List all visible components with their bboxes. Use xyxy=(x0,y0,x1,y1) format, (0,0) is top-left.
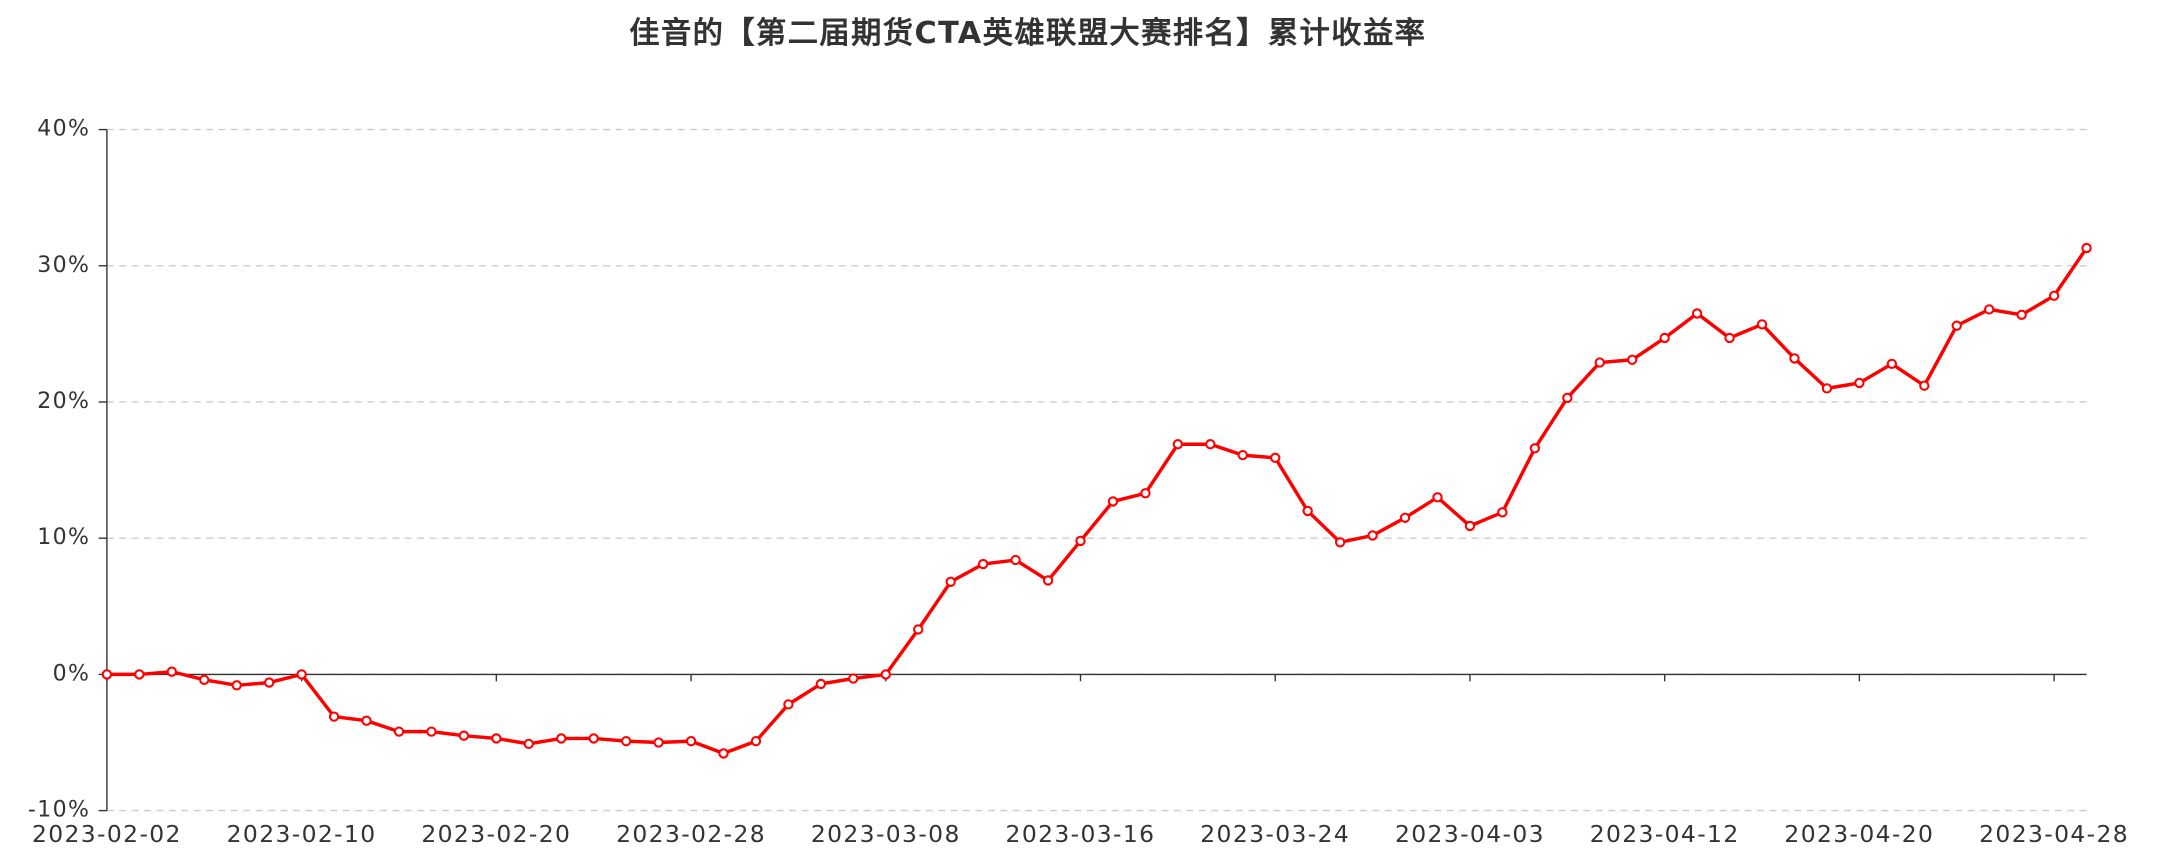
point xyxy=(1691,308,1703,319)
point xyxy=(913,624,924,635)
y-tick-label: 40% xyxy=(37,117,90,142)
point xyxy=(1821,383,1833,394)
point xyxy=(1497,507,1508,518)
point xyxy=(1594,357,1605,368)
point xyxy=(1010,554,1021,566)
point xyxy=(393,726,405,737)
y-tick-label: 0% xyxy=(53,661,91,686)
point xyxy=(750,735,762,747)
point xyxy=(718,748,729,759)
point xyxy=(1789,353,1800,364)
point xyxy=(1107,496,1119,507)
point xyxy=(1627,354,1638,365)
x-tick-label: 2023-04-28 xyxy=(1979,820,2129,848)
point xyxy=(556,733,567,744)
point xyxy=(1562,392,1573,404)
point xyxy=(328,711,340,722)
x-tick-label: 2023-03-24 xyxy=(1200,820,1350,848)
point xyxy=(815,678,827,690)
point xyxy=(1367,530,1378,541)
point xyxy=(1886,358,1898,370)
point xyxy=(296,669,307,680)
x-tick-label: 2023-04-03 xyxy=(1395,820,1545,848)
point xyxy=(1140,488,1151,499)
point xyxy=(1075,535,1086,547)
point xyxy=(977,558,989,570)
x-tick-label: 2023-02-28 xyxy=(616,820,766,848)
point xyxy=(1432,492,1443,503)
point xyxy=(1659,332,1670,344)
x-tick-label: 2023-02-02 xyxy=(32,820,182,848)
point xyxy=(1919,380,1930,391)
point xyxy=(426,726,437,737)
point xyxy=(2048,290,2060,301)
point xyxy=(1854,377,1865,389)
point xyxy=(620,735,632,747)
x-tick-label: 2023-03-08 xyxy=(811,820,961,848)
point xyxy=(134,669,145,680)
point xyxy=(166,666,177,677)
point xyxy=(1951,320,1962,331)
point xyxy=(1302,505,1313,517)
line xyxy=(106,247,2088,756)
point xyxy=(2081,242,2092,254)
point xyxy=(653,737,664,748)
point xyxy=(1270,452,1281,464)
x-tick-label: 2023-03-16 xyxy=(1006,820,1156,848)
point xyxy=(1237,449,1248,461)
point xyxy=(1172,439,1184,450)
point xyxy=(945,576,956,587)
x-tick-label: 2023-02-10 xyxy=(227,820,377,848)
y-tick-label: 10% xyxy=(37,525,90,550)
point xyxy=(1464,520,1476,532)
point xyxy=(783,699,794,710)
point xyxy=(2016,309,2027,320)
point xyxy=(588,733,599,744)
point xyxy=(848,673,859,684)
point xyxy=(523,738,534,750)
point xyxy=(458,730,470,741)
point xyxy=(101,669,113,680)
point xyxy=(685,735,697,747)
x-tick-label: 2023-04-20 xyxy=(1784,820,1934,848)
point xyxy=(263,677,275,688)
point xyxy=(491,733,502,744)
y-tick-label: 20% xyxy=(37,389,90,414)
point xyxy=(1529,443,1541,454)
y-tick-label: -10% xyxy=(28,798,90,823)
point xyxy=(1984,304,1995,315)
chart-title: 佳音的【第二届期货CTA英雄联盟大赛排名】累计收益率 xyxy=(629,15,1426,51)
point xyxy=(1399,512,1411,523)
point xyxy=(1724,332,1735,344)
point xyxy=(1042,575,1054,586)
point xyxy=(880,669,891,680)
x-tick-label: 2023-02-20 xyxy=(421,820,571,848)
point xyxy=(231,680,242,691)
point xyxy=(1756,319,1768,330)
x-tick-label: 2023-04-12 xyxy=(1590,820,1740,848)
point xyxy=(199,674,210,686)
point xyxy=(1334,537,1346,548)
point xyxy=(361,715,372,726)
y-tick-label: 30% xyxy=(37,253,90,278)
point xyxy=(1205,439,1216,450)
